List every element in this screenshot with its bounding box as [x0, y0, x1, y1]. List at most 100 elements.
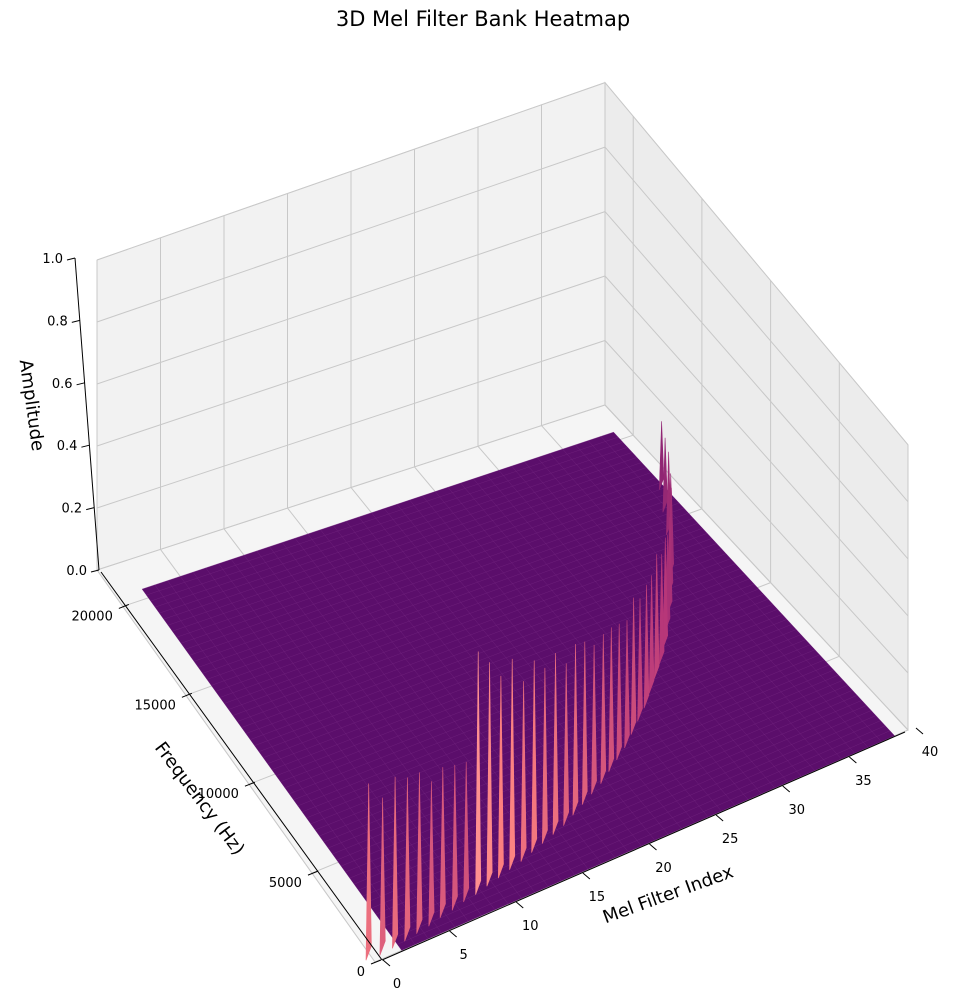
x-tick-label: 10 [522, 919, 539, 934]
surface-floor [141, 431, 895, 951]
surface-mesh-line [215, 517, 694, 692]
surface-mesh-line [180, 477, 656, 644]
y-tick-mark [181, 692, 193, 698]
filter-peak [624, 620, 630, 749]
surface-mesh-line [293, 609, 778, 801]
z-tick-label: 0.4 [57, 439, 78, 454]
filter-peak [608, 627, 615, 772]
surface-mesh-line [154, 447, 628, 608]
surface-mesh-line [358, 684, 848, 891]
x-tick-label: 5 [459, 948, 467, 963]
surface-mesh-line [193, 492, 670, 662]
x-tick-label: 25 [722, 832, 739, 847]
filter-peak [379, 797, 386, 956]
surface-mesh-line [353, 679, 844, 885]
surface-mesh-line [219, 522, 698, 698]
surface-mesh-line [327, 649, 816, 849]
filter-peak [662, 437, 668, 513]
filter-peak [463, 761, 470, 903]
z-tick-mark [90, 569, 100, 573]
surface-mesh-line [189, 487, 666, 656]
surface-mesh-line [206, 507, 684, 680]
x-tick-label: 20 [655, 861, 672, 876]
surface-mesh-line [185, 482, 661, 650]
surface-mesh-line [280, 593, 764, 783]
z-grid-line [96, 404, 909, 731]
surface-mesh-line [254, 563, 736, 746]
surface-mesh-line [366, 695, 858, 903]
z-tick-label: 0.6 [52, 377, 73, 392]
z-tick-label: 0.0 [66, 564, 87, 579]
filter-peak [416, 772, 423, 934]
filter-peak [475, 651, 482, 895]
surface-mesh-line [159, 452, 633, 614]
x-tick-mark [915, 727, 924, 735]
filter-peak [486, 662, 493, 887]
x-tick-mark [382, 959, 391, 967]
surface-mesh-line [150, 441, 624, 602]
x-tick-mark [449, 930, 457, 938]
surface-mesh-line [315, 634, 802, 831]
x-tick-mark [715, 814, 724, 822]
z-tick-label: 0.8 [47, 314, 68, 329]
surface-mesh-line [276, 588, 759, 776]
filter-peak [365, 783, 372, 961]
surface-mesh-line [224, 528, 703, 704]
y-tick-mark [118, 603, 130, 609]
z-tick-mark [76, 382, 85, 386]
filter-peak [600, 634, 607, 784]
y-tick-label: 10000 [198, 787, 239, 802]
surface-mesh-line [172, 467, 647, 632]
filter-peak [404, 777, 411, 942]
x-tick-mark [582, 872, 591, 880]
z-axis-line [74, 257, 100, 571]
filter-peak [428, 781, 435, 927]
surface-plane [142, 432, 895, 951]
x-tick-mark [782, 785, 791, 793]
surface-mesh-line [310, 629, 797, 825]
x-tick-label: 15 [589, 890, 606, 905]
surface-mesh-line [245, 553, 727, 734]
filter-peak [498, 675, 504, 879]
filter-peak [509, 658, 516, 870]
filter-peak [451, 764, 458, 911]
y-tick-label: 0 [357, 965, 365, 980]
y-tick-label: 20000 [71, 609, 112, 624]
surface-mesh-line [345, 669, 834, 873]
filter-peak [616, 623, 622, 761]
filter-peak [659, 421, 665, 490]
z-tick-mark [86, 507, 95, 511]
z-tick-mark [66, 257, 76, 261]
filter-peak [392, 776, 399, 949]
filter-peak [572, 643, 579, 816]
surface-mesh-line [211, 512, 689, 686]
surface-mesh-line [232, 538, 713, 716]
surface-mesh-line [379, 710, 872, 921]
filter-peak [531, 660, 538, 853]
surface-mesh-line [397, 730, 891, 945]
surface-mesh-line [284, 598, 769, 789]
x-tick-label: 30 [788, 803, 805, 818]
filter-peak [630, 597, 637, 735]
z-grid-line [96, 339, 909, 674]
surface-mesh-line [202, 502, 680, 674]
surface-mesh-line [392, 725, 886, 939]
surface-mesh-line [388, 720, 881, 933]
surface-mesh-line [289, 603, 773, 795]
x-axis-line [381, 731, 906, 961]
surface-mesh-line [167, 462, 642, 626]
surface-mesh-line [228, 533, 708, 710]
chart-title: 3D Mel Filter Bank Heatmap [336, 7, 630, 31]
surface-mesh-line [319, 639, 806, 837]
z-tick-mark [71, 319, 80, 323]
filter-peak [542, 667, 548, 844]
surface-mesh-line [176, 472, 652, 638]
surface-mesh-line [401, 735, 895, 951]
surface-mesh-line [271, 583, 755, 770]
filter-peak [563, 663, 570, 826]
surface-mesh-line [146, 436, 619, 596]
x-tick-label: 35 [855, 774, 872, 789]
x-tick-label: 40 [922, 745, 939, 760]
